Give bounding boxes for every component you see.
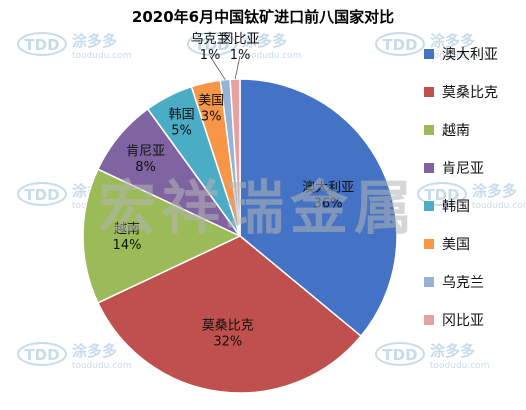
legend-item: 美国 bbox=[424, 237, 470, 253]
legend-label: 越南 bbox=[442, 123, 470, 139]
legend-item: 韩国 bbox=[424, 199, 470, 215]
watermark-logo-text: TDD bbox=[382, 346, 417, 364]
leader-lines bbox=[209, 55, 241, 80]
legend-label: 莫桑比克 bbox=[442, 85, 498, 101]
watermark-brand-url: toodudu.com bbox=[430, 51, 489, 61]
slice-label: 乌克兰 bbox=[190, 31, 229, 47]
slice-value: 1% bbox=[230, 48, 251, 63]
watermark-logo-text: TDD bbox=[194, 36, 229, 54]
slice-label: 美国 bbox=[198, 93, 224, 108]
legend-item: 越南 bbox=[424, 123, 470, 139]
slice-label: 韩国 bbox=[169, 107, 195, 122]
legend-swatch bbox=[424, 277, 434, 287]
pie-slice bbox=[239, 78, 398, 338]
watermark-brand-url: toodudu.com bbox=[72, 361, 131, 371]
slice-label: 肯尼亚 bbox=[126, 144, 165, 159]
legend-label: 美国 bbox=[442, 237, 470, 253]
legend-item: 乌克兰 bbox=[424, 275, 484, 291]
watermark-brand-url: toodudu.com bbox=[430, 361, 489, 371]
leader-line bbox=[209, 55, 226, 80]
watermark-brand-cn: 涂多多 bbox=[72, 342, 117, 360]
watermark-brand-url: toodudu.com bbox=[72, 51, 131, 61]
legend-swatch bbox=[424, 125, 434, 135]
legend-item: 冈比亚 bbox=[424, 313, 484, 329]
legend-swatch bbox=[424, 87, 434, 97]
watermark-brand-cn: 涂多多 bbox=[430, 32, 475, 50]
watermark-brand-cn: 涂多多 bbox=[472, 182, 517, 200]
slice-value: 3% bbox=[201, 109, 222, 124]
pie-slices bbox=[82, 78, 398, 394]
legend-label: 肯尼亚 bbox=[442, 161, 484, 177]
slice-label: 莫桑比克 bbox=[202, 319, 254, 334]
slice-label: 冈比亚 bbox=[220, 32, 259, 47]
legend-swatch bbox=[424, 49, 434, 59]
legend-swatch bbox=[424, 201, 434, 211]
legend-item: 肯尼亚 bbox=[424, 161, 484, 177]
slice-label: 越南 bbox=[114, 221, 140, 237]
pie-slice bbox=[82, 168, 242, 304]
legend-item: 莫桑比克 bbox=[424, 85, 498, 101]
watermark-brand-url: toodudu.com bbox=[472, 201, 526, 211]
legend-swatch bbox=[424, 239, 434, 249]
legend-swatch bbox=[424, 315, 434, 325]
pie-slice bbox=[96, 235, 363, 394]
watermark-brand-cn: 涂多多 bbox=[242, 32, 287, 50]
watermark-logo-text: TDD bbox=[24, 186, 59, 204]
watermark-logo-text: TDD bbox=[24, 346, 59, 364]
chart-title: 2020年6月中国钛矿进口前八国家对比 bbox=[131, 8, 395, 26]
legend-label: 澳大利亚 bbox=[442, 47, 498, 63]
leader-line bbox=[234, 55, 241, 80]
legend-swatch bbox=[424, 163, 434, 173]
legend-label: 乌克兰 bbox=[442, 275, 484, 291]
slice-value: 36% bbox=[314, 197, 343, 212]
slice-label: 澳大利亚 bbox=[302, 180, 354, 196]
watermark-brand-url: toodudu.com bbox=[242, 51, 301, 61]
watermark-brand-cn: 涂多多 bbox=[430, 342, 475, 360]
slice-value: 14% bbox=[113, 238, 142, 253]
slice-value: 5% bbox=[171, 123, 192, 138]
slice-value: 1% bbox=[200, 48, 221, 63]
watermark-logo-text: TDD bbox=[424, 186, 459, 204]
legend-label: 冈比亚 bbox=[442, 313, 484, 329]
slice-value: 8% bbox=[135, 160, 156, 175]
watermark-logo-text: TDD bbox=[24, 36, 59, 54]
watermark-center-text: 宏祥瑞金属 bbox=[98, 174, 418, 242]
legend-item: 澳大利亚 bbox=[424, 47, 498, 63]
legend-label: 韩国 bbox=[442, 199, 470, 215]
watermark-logo-text: TDD bbox=[382, 36, 417, 54]
watermark-brand-cn: 涂多多 bbox=[72, 32, 117, 50]
slice-value: 32% bbox=[213, 335, 242, 350]
